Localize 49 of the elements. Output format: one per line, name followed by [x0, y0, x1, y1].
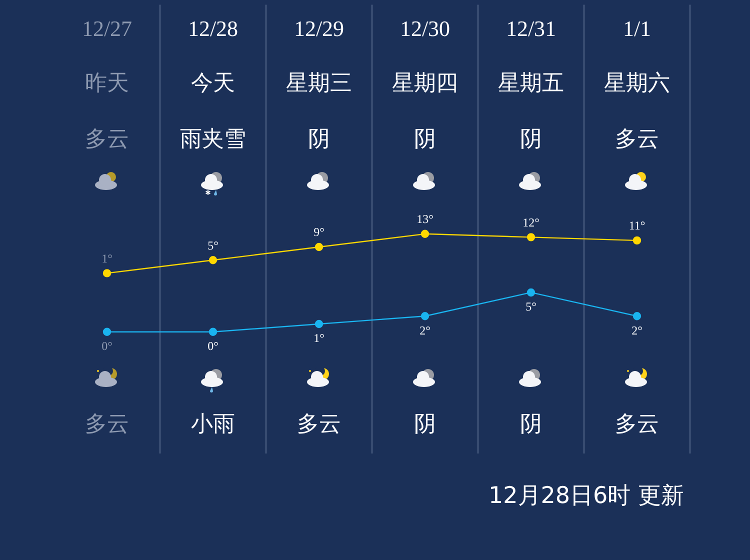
annotation: 阴: [413, 411, 437, 439]
point: [314, 242, 324, 252]
annotation: 阴: [307, 126, 331, 154]
point: [314, 320, 324, 328]
annotation: 多云: [84, 126, 130, 154]
annotation: 今天: [190, 70, 236, 98]
data-label: 5°: [526, 300, 537, 314]
point: [420, 312, 430, 320]
x-tick-label: 1/1: [622, 16, 652, 42]
x-tick-label: 12/27: [80, 16, 134, 42]
data-label: 2°: [632, 323, 643, 338]
point: [526, 288, 536, 297]
data-label: 11°: [628, 218, 646, 233]
x-tick-label: 12/31: [504, 16, 558, 42]
data-label: 12°: [522, 215, 540, 230]
annotation: 昨天: [84, 70, 130, 98]
point: [208, 256, 218, 264]
data-label: 0°: [208, 339, 219, 354]
x-tick-label: 12/30: [398, 16, 452, 42]
annotation: 小雨: [190, 411, 236, 439]
data-label: 9°: [314, 225, 325, 240]
annotation: 多云: [614, 411, 660, 439]
x-tick-label: 12/28: [186, 16, 240, 42]
annotation: 星期三: [285, 70, 353, 98]
annotation: 多云: [84, 411, 130, 439]
text: 12月28日6时 更新: [488, 482, 684, 511]
point: [420, 230, 430, 238]
annotation: 多云: [296, 411, 342, 439]
data-label: 1°: [314, 331, 325, 346]
annotation: 星期四: [391, 70, 459, 98]
point: [632, 236, 642, 245]
x-tick-label: 12/29: [292, 16, 346, 42]
data-label: 13°: [416, 212, 434, 226]
annotation: 阴: [413, 126, 437, 154]
data-label: 5°: [208, 238, 219, 252]
point: [632, 312, 642, 320]
annotation: 阴: [519, 411, 543, 439]
data-label: 1°: [102, 251, 113, 266]
point: [102, 328, 112, 336]
point: [208, 328, 218, 336]
annotation: 阴: [519, 126, 543, 154]
data-label: 0°: [102, 339, 113, 354]
data-label: 2°: [420, 323, 431, 338]
point: [526, 233, 536, 242]
annotation: 雨夹雪: [179, 126, 247, 154]
annotation: 星期六: [603, 70, 671, 98]
annotation: 星期五: [497, 70, 565, 98]
annotation: 多云: [614, 126, 660, 154]
point: [102, 269, 112, 278]
